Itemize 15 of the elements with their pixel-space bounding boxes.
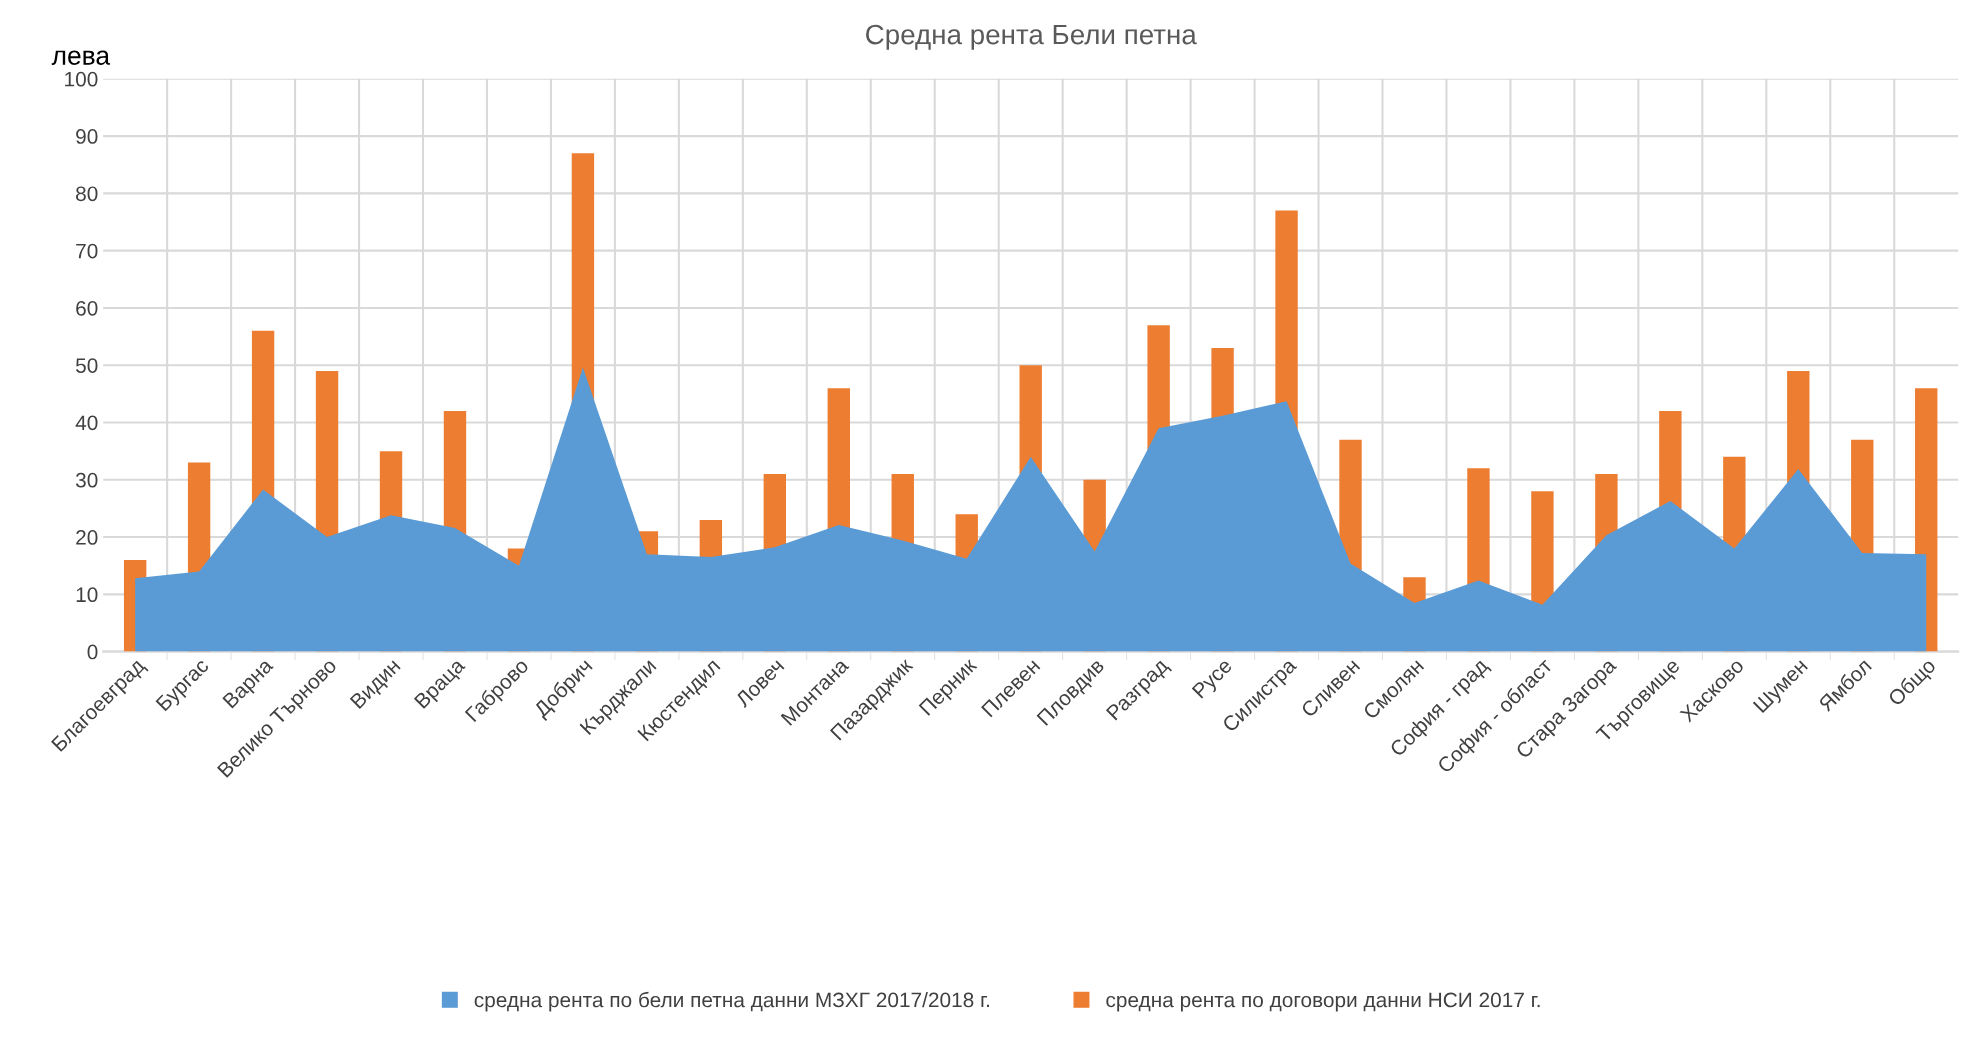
y-tick-label: 40 [75, 415, 98, 431]
legend-label: средна рента по договори данни НСИ 2017 г. [1106, 992, 1540, 1012]
chart-title: Средна рента Бели петна [866, 24, 1197, 50]
y-tick-label: 80 [76, 186, 98, 202]
y-tick-label: 50 [75, 358, 98, 373]
y-tick-label: 10 [76, 587, 98, 603]
y-tick-label: 30 [75, 472, 98, 488]
y-tick-label: 100 [65, 71, 98, 87]
y-tick-label: 90 [76, 129, 98, 144]
y-tick-label: 60 [76, 300, 98, 316]
y-axis-title: лева [51, 50, 111, 65]
legend-label: средна рента по бели петна данни МЗХГ 2017/2018 г. [474, 991, 989, 1012]
y-tick-label: 0 [87, 644, 98, 660]
y-tick-label: 20 [76, 530, 98, 545]
y-tick-label: 70 [76, 243, 98, 259]
